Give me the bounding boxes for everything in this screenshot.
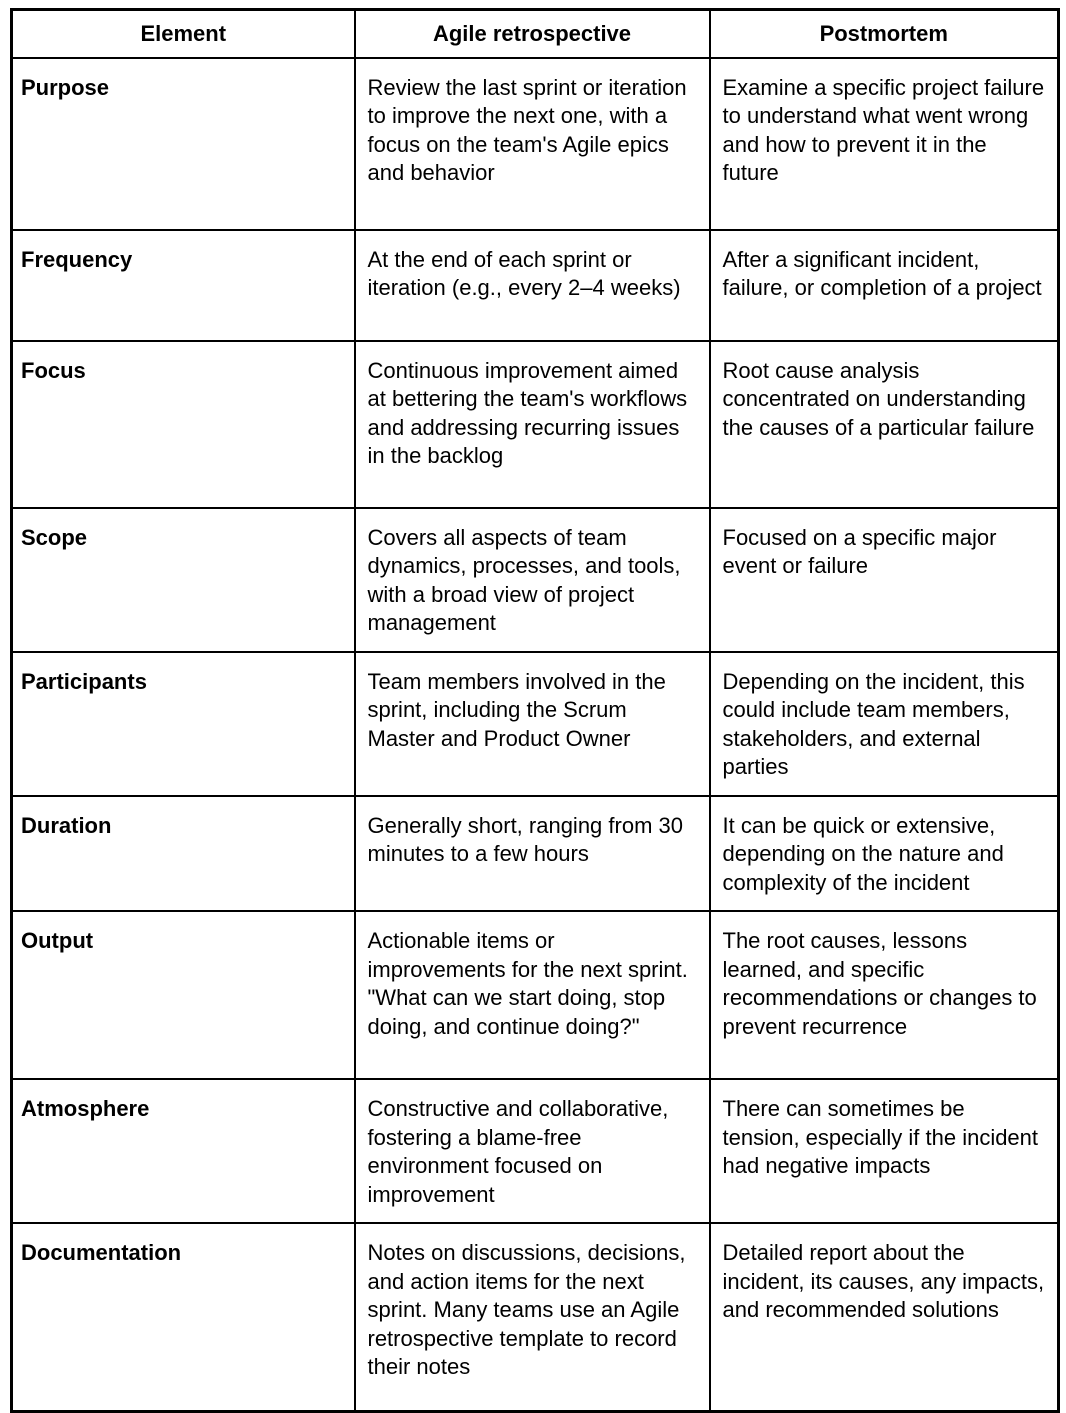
row-label-cell: Scope xyxy=(10,506,356,653)
table-row: Output Actionable items or improvements f… xyxy=(10,910,1060,1080)
postmortem-cell: The root causes, lessons learned, and sp… xyxy=(708,910,1060,1080)
agile-retrospective-cell: Actionable items or improvements for the… xyxy=(353,910,711,1080)
table-header-row: Element Agile retrospective Postmortem xyxy=(10,8,1060,59)
table-row: Scope Covers all aspects of team dynamics… xyxy=(10,506,1060,653)
postmortem-cell: Depending on the incident, this could in… xyxy=(708,650,1060,797)
table-body: Purpose Review the last sprint or iterati… xyxy=(10,56,1060,1412)
header-agile-retrospective: Agile retrospective xyxy=(353,8,711,59)
row-label-cell: Purpose xyxy=(10,56,356,231)
header-postmortem: Postmortem xyxy=(708,8,1060,59)
table-row: Focus Continuous improvement aimed at bet… xyxy=(10,339,1060,509)
agile-retrospective-cell: Review the last sprint or iteration to i… xyxy=(353,56,711,231)
row-label-cell: Focus xyxy=(10,339,356,509)
agile-retrospective-cell: Constructive and collaborative, fosterin… xyxy=(353,1078,711,1224)
row-label-cell: Atmosphere xyxy=(10,1078,356,1224)
row-label-cell: Duration xyxy=(10,794,356,912)
comparison-table: Element Agile retrospective Postmortem P… xyxy=(10,8,1060,1413)
agile-retrospective-cell: At the end of each sprint or iteration (… xyxy=(353,228,711,342)
row-label-cell: Output xyxy=(10,910,356,1080)
row-label-cell: Documentation xyxy=(10,1222,356,1412)
postmortem-cell: Root cause analysis concentrated on unde… xyxy=(708,339,1060,509)
table-row: Purpose Review the last sprint or iterati… xyxy=(10,56,1060,231)
table-row: Frequency At the end of each sprint or it… xyxy=(10,228,1060,342)
row-label-cell: Frequency xyxy=(10,228,356,342)
postmortem-cell: Examine a specific project failure to un… xyxy=(708,56,1060,231)
header-element: Element xyxy=(10,8,356,59)
postmortem-cell: After a significant incident, failure, o… xyxy=(708,228,1060,342)
postmortem-cell: There can sometimes be tension, especial… xyxy=(708,1078,1060,1224)
row-label-cell: Participants xyxy=(10,650,356,797)
agile-retrospective-cell: Team members involved in the sprint, inc… xyxy=(353,650,711,797)
table-row: Documentation Notes on discussions, decis… xyxy=(10,1222,1060,1412)
table-row: Participants Team members involved in the… xyxy=(10,650,1060,797)
agile-retrospective-cell: Covers all aspects of team dynamics, pro… xyxy=(353,506,711,653)
agile-retrospective-cell: Notes on discussions, decisions, and act… xyxy=(353,1222,711,1412)
postmortem-cell: Focused on a specific major event or fai… xyxy=(708,506,1060,653)
agile-retrospective-cell: Generally short, ranging from 30 minutes… xyxy=(353,794,711,912)
postmortem-cell: Detailed report about the incident, its … xyxy=(708,1222,1060,1412)
table-row: Duration Generally short, ranging from 30… xyxy=(10,794,1060,912)
agile-retrospective-cell: Continuous improvement aimed at betterin… xyxy=(353,339,711,509)
table-row: Atmosphere Constructive and collaborative… xyxy=(10,1078,1060,1224)
postmortem-cell: It can be quick or extensive, depending … xyxy=(708,794,1060,912)
